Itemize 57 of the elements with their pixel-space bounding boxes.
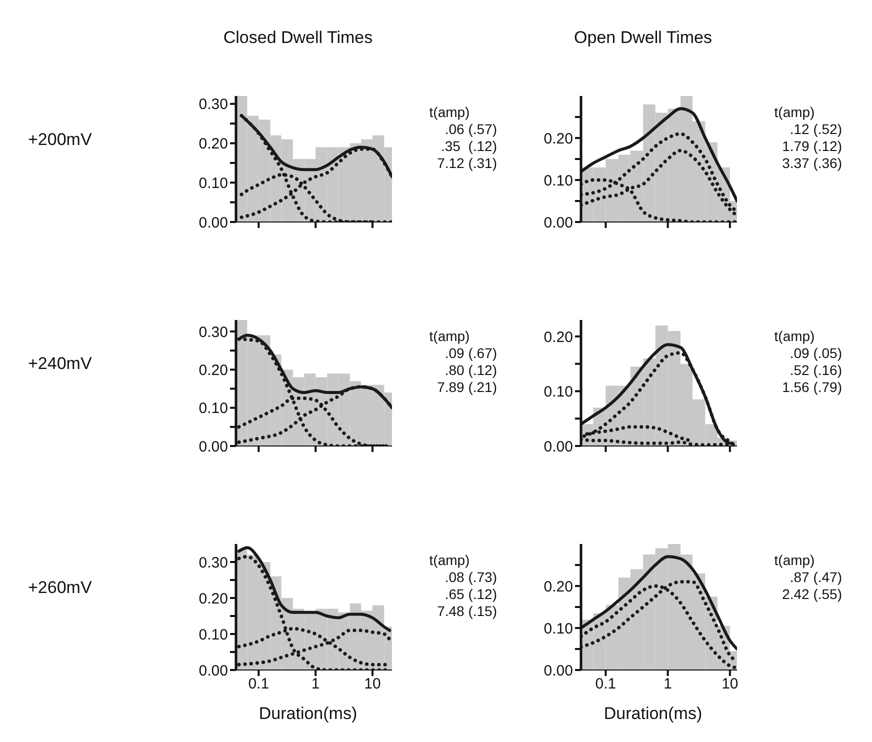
text: .08 (.73) — [444, 569, 497, 586]
text: .65 (.12) — [444, 586, 497, 603]
x-tick-label: 10 — [722, 676, 738, 693]
y-tick-label: 0.00 — [198, 662, 228, 680]
y-tick-label: 0.00 — [544, 214, 573, 232]
y-tick-label: 0.10 — [198, 626, 228, 644]
text: 1.56 (.79) — [781, 379, 842, 396]
text: t(amp) — [773, 552, 816, 569]
x-tick-label: 10 — [364, 676, 381, 693]
text: t(amp) — [773, 328, 816, 345]
text: 1.79 (.12) — [781, 138, 842, 155]
y-tick-label: 0.30 — [198, 324, 228, 341]
text: 3.37 (.36) — [781, 155, 842, 172]
y-tick-label: 0.10 — [198, 400, 228, 418]
text: 7.12 (.31) — [436, 155, 497, 172]
y-tick-label: 0.10 — [544, 172, 573, 190]
y-axis-title: +260mV — [28, 578, 93, 598]
text: .35 (.12) — [440, 138, 497, 155]
y-tick-label: 0.00 — [198, 214, 228, 232]
y-tick-label: 0.20 — [544, 130, 573, 148]
x-tick-label: 1 — [311, 676, 320, 693]
text: t(amp) — [428, 552, 471, 569]
chart-title: Closed Dwell Times — [222, 28, 374, 48]
text: .12 (.52) — [788, 121, 842, 138]
text: 7.89 (.21) — [436, 379, 497, 396]
text: .09 (.05) — [788, 345, 842, 362]
y-tick-label: 0.20 — [198, 362, 228, 379]
text: t(amp) — [428, 328, 471, 345]
y-tick-label: 0.10 — [198, 174, 228, 192]
text: .09 (.67) — [444, 345, 497, 362]
chart-title: Open Dwell Times — [573, 28, 713, 48]
text: .87 (.47) — [788, 569, 842, 586]
text: .06 (.57) — [444, 121, 497, 138]
y-axis-title: +240mV — [28, 354, 93, 374]
y-tick-label: 0.00 — [198, 438, 228, 456]
y-tick-label: 0.20 — [198, 136, 228, 153]
text: 7.48 (.15) — [436, 603, 497, 620]
x-tick-label: 0.1 — [248, 676, 270, 693]
x-axis-title: Duration(ms) — [258, 704, 358, 724]
y-tick-label: 0.00 — [544, 438, 573, 456]
y-tick-label: 0.30 — [198, 554, 228, 572]
y-tick-label: 0.20 — [544, 578, 573, 596]
x-axis-title: Duration(ms) — [602, 704, 704, 724]
y-tick-label: 0.00 — [544, 662, 573, 680]
y-tick-label: 0.30 — [198, 96, 228, 114]
x-tick-label: 1 — [664, 676, 672, 693]
text: .52 (.16) — [788, 362, 842, 379]
y-tick-label: 0.10 — [544, 384, 573, 401]
y-tick-label: 0.10 — [544, 620, 573, 638]
x-tick-label: 0.1 — [595, 676, 616, 693]
text: .80 (.12) — [444, 362, 497, 379]
text: t(amp) — [773, 104, 816, 121]
text: 2.42 (.55) — [781, 586, 842, 603]
y-tick-label: 0.20 — [198, 590, 228, 608]
y-axis-title: +200mV — [28, 130, 93, 150]
text: t(amp) — [428, 104, 471, 121]
y-tick-label: 0.20 — [544, 328, 573, 346]
